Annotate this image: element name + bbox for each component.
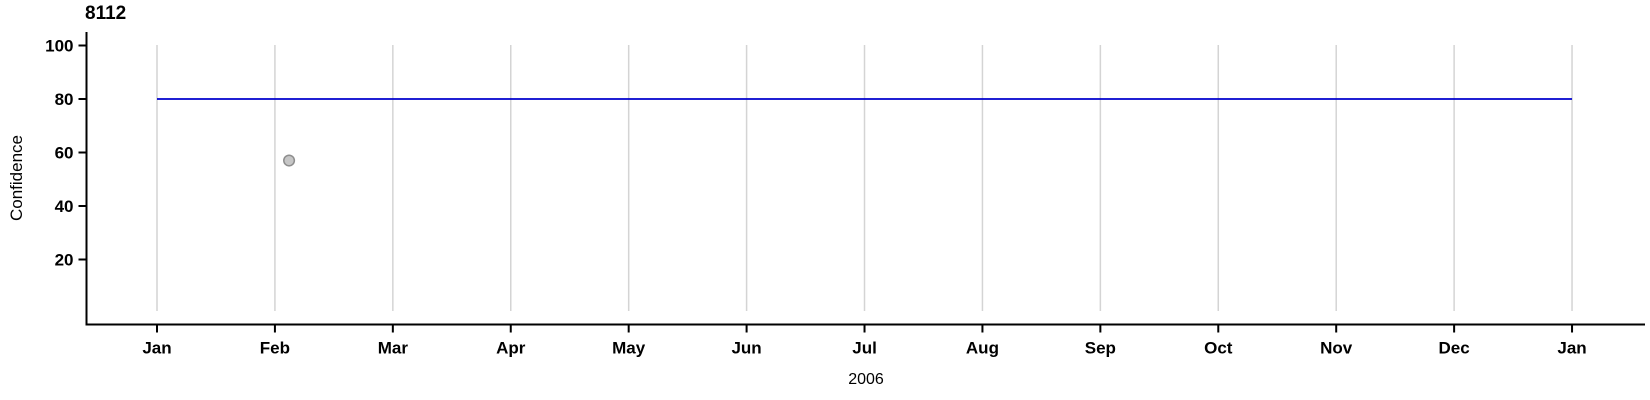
x-tick-label-11-dec: Dec	[1439, 339, 1470, 358]
x-tick-label-9-oct: Oct	[1204, 339, 1233, 358]
x-axis-year-label: 2006	[848, 371, 884, 388]
x-tick-label-5-jun: Jun	[731, 339, 761, 358]
x-tick-label-7-aug: Aug	[966, 339, 999, 358]
x-tick-label-1-feb: Feb	[260, 339, 290, 358]
x-tick-label-12-jan: Jan	[1557, 339, 1586, 358]
y-tick-label-60: 60	[55, 144, 74, 163]
y-tick-label-100: 100	[45, 37, 73, 56]
x-tick-label-4-may: May	[612, 339, 646, 358]
x-tick-label-6-jul: Jul	[852, 339, 877, 358]
x-tick-label-2-mar: Mar	[378, 339, 409, 358]
x-tick-label-8-sep: Sep	[1085, 339, 1116, 358]
chart-title: 8112	[85, 3, 127, 24]
x-tick-label-10-nov: Nov	[1320, 339, 1353, 358]
y-tick-label-80: 80	[55, 90, 74, 109]
x-tick-label-3-apr: Apr	[496, 339, 526, 358]
y-tick-label-20: 20	[55, 251, 74, 270]
y-tick-label-40: 40	[55, 197, 74, 216]
x-tick-label-0-jan: Jan	[142, 339, 171, 358]
observation-point	[283, 154, 296, 167]
